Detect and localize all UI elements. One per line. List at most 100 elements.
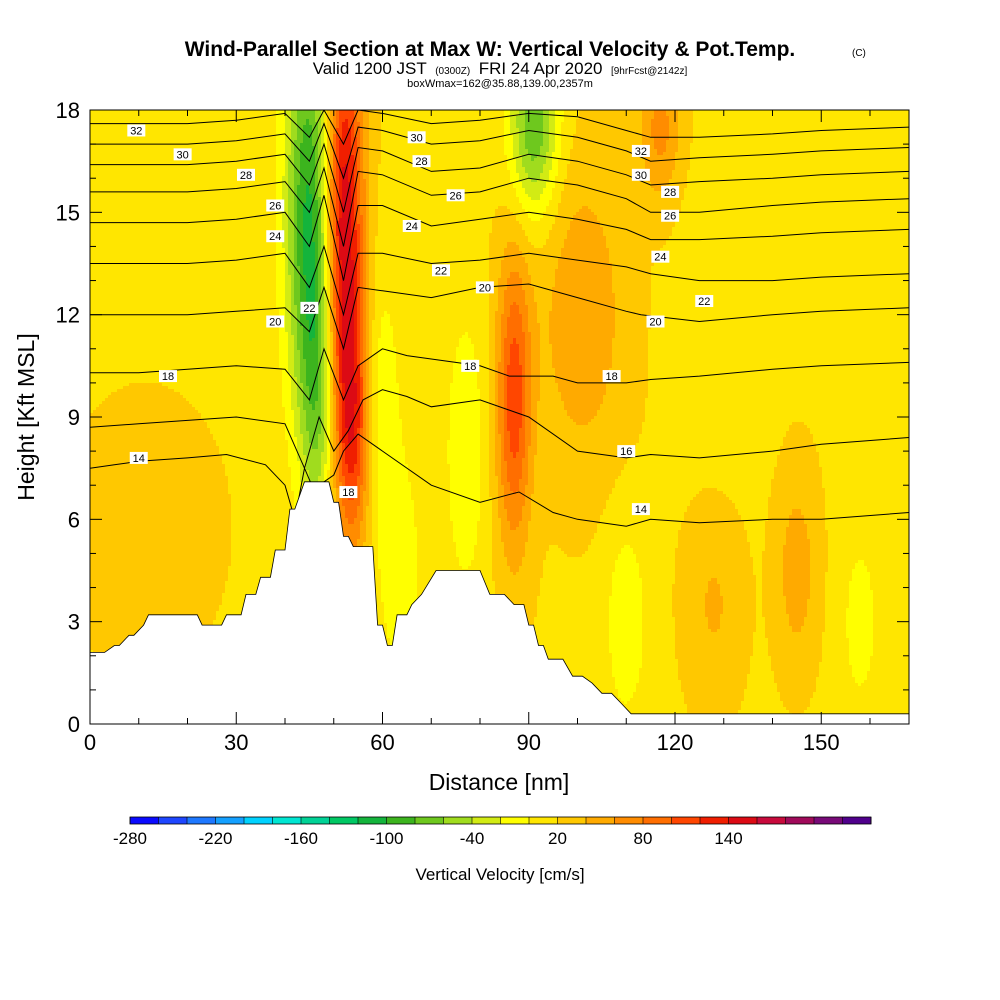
theta-label-text: 20 (479, 282, 491, 294)
colorbar-bin (558, 817, 587, 824)
x-tick-label: 60 (370, 730, 394, 755)
colorbar-bin (472, 817, 501, 824)
x-tick-label: 150 (803, 730, 840, 755)
theta-label-text: 20 (269, 316, 281, 328)
colorbar-bin (672, 817, 701, 824)
theta-label: 22 (300, 302, 318, 315)
theta-label: 20 (476, 281, 494, 294)
theta-label: 24 (403, 220, 421, 233)
theta-label: 32 (632, 145, 650, 158)
colorbar-bin (244, 817, 273, 824)
theta-label: 28 (413, 155, 431, 168)
theta-label-text: 18 (606, 371, 618, 383)
colorbar-bin (159, 817, 188, 824)
theta-label: 28 (237, 169, 255, 182)
colorbar-bin (387, 817, 416, 824)
theta-label: 20 (266, 315, 284, 328)
theta-label-text: 22 (303, 303, 315, 315)
chart-info-line: boxWmax=162@35.88,139.00,2357m (407, 78, 593, 90)
x-axis-label: Distance [nm] (429, 769, 570, 795)
theta-label: 30 (174, 148, 192, 161)
theta-label-text: 28 (664, 187, 676, 199)
x-tick-label: 0 (84, 730, 96, 755)
colorbar-tick-label: 80 (634, 829, 653, 848)
y-tick-label: 12 (56, 303, 80, 328)
subtitle-valid: Valid 1200 JST (313, 59, 427, 78)
theta-label-text: 24 (406, 221, 418, 233)
theta-label-text: 18 (464, 361, 476, 373)
colorbar-bin (757, 817, 786, 824)
theta-label-text: 26 (664, 211, 676, 223)
theta-label-text: 20 (649, 316, 661, 328)
y-tick-label: 0 (68, 712, 80, 737)
colorbar-bin (216, 817, 245, 824)
theta-label: 18 (603, 370, 621, 383)
colorbar-bin (615, 817, 644, 824)
subtitle-utc: (0300Z) (435, 66, 470, 77)
theta-label: 32 (127, 124, 145, 137)
colorbar-tick-label: 20 (548, 829, 567, 848)
theta-label-text: 30 (177, 149, 189, 161)
theta-label-text: 18 (342, 487, 354, 499)
colorbar-bin (786, 817, 815, 824)
theta-label: 16 (617, 445, 635, 458)
theta-label-text: 24 (269, 231, 281, 243)
colorbar-bin (273, 817, 302, 824)
colorbar-tick-label: -100 (369, 829, 403, 848)
theta-label: 20 (647, 315, 665, 328)
colorbar-tick-label: 140 (714, 829, 742, 848)
theta-label-text: 32 (130, 125, 142, 137)
theta-label: 26 (447, 189, 465, 202)
theta-label: 14 (130, 452, 148, 465)
subtitle-forecast: [9hrFcst@2142z] (611, 66, 688, 77)
colorbar-bin (586, 817, 615, 824)
theta-label-text: 22 (698, 296, 710, 308)
colorbar-bin (501, 817, 530, 824)
theta-label: 18 (159, 370, 177, 383)
colorbar-bin (643, 817, 672, 824)
colorbar-bin (843, 817, 872, 824)
chart-subtitle: Valid 1200 JST (0300Z) FRI 24 Apr 2020 [… (313, 59, 688, 78)
theta-label-text: 30 (411, 132, 423, 144)
colorbar-tick-label: -220 (198, 829, 232, 848)
chart-title-mark: (C) (852, 48, 866, 59)
colorbar-tick-label: -40 (460, 829, 485, 848)
y-tick-label: 3 (68, 610, 80, 635)
subtitle-date: FRI 24 Apr 2020 (479, 59, 603, 78)
y-tick-label: 6 (68, 507, 80, 532)
colorbar-bin (130, 817, 159, 824)
theta-label-text: 18 (162, 371, 174, 383)
theta-label: 30 (632, 169, 650, 182)
theta-label-text: 26 (269, 201, 281, 213)
chart-title: Wind-Parallel Section at Max W: Vertical… (185, 38, 796, 61)
theta-label: 24 (651, 251, 669, 264)
colorbar-tick-label: -160 (284, 829, 318, 848)
colorbar-tick-label: -280 (113, 829, 147, 848)
theta-label: 18 (339, 486, 357, 499)
theta-label: 26 (661, 210, 679, 223)
theta-label-text: 14 (133, 453, 145, 465)
colorbar-bin (814, 817, 843, 824)
theta-label-text: 14 (635, 504, 647, 516)
colorbar-bin (444, 817, 473, 824)
theta-label: 18 (461, 360, 479, 373)
y-tick-label: 18 (56, 98, 80, 123)
cross-section-chart: Wind-Parallel Section at Max W: Vertical… (0, 0, 1000, 1000)
colorbar-title: Vertical Velocity [cm/s] (415, 865, 584, 884)
colorbar-bin (330, 817, 359, 824)
plot-area: 32 30 28 26 24 22 20 18 14 18 30 28 26 24 22 20 18 32 30 28… (90, 110, 910, 726)
x-tick-label: 30 (224, 730, 248, 755)
theta-label: 22 (695, 295, 713, 308)
theta-label-text: 28 (415, 156, 427, 168)
theta-label: 24 (266, 230, 284, 243)
colorbar-bin (700, 817, 729, 824)
theta-label: 28 (661, 186, 679, 199)
theta-label-text: 22 (435, 265, 447, 277)
x-tick-label: 90 (517, 730, 541, 755)
theta-label-text: 32 (635, 146, 647, 158)
colorbar-bin (729, 817, 758, 824)
x-tick-label: 120 (657, 730, 694, 755)
theta-label: 26 (266, 200, 284, 213)
colorbar-bin (529, 817, 558, 824)
theta-label: 30 (408, 131, 426, 144)
